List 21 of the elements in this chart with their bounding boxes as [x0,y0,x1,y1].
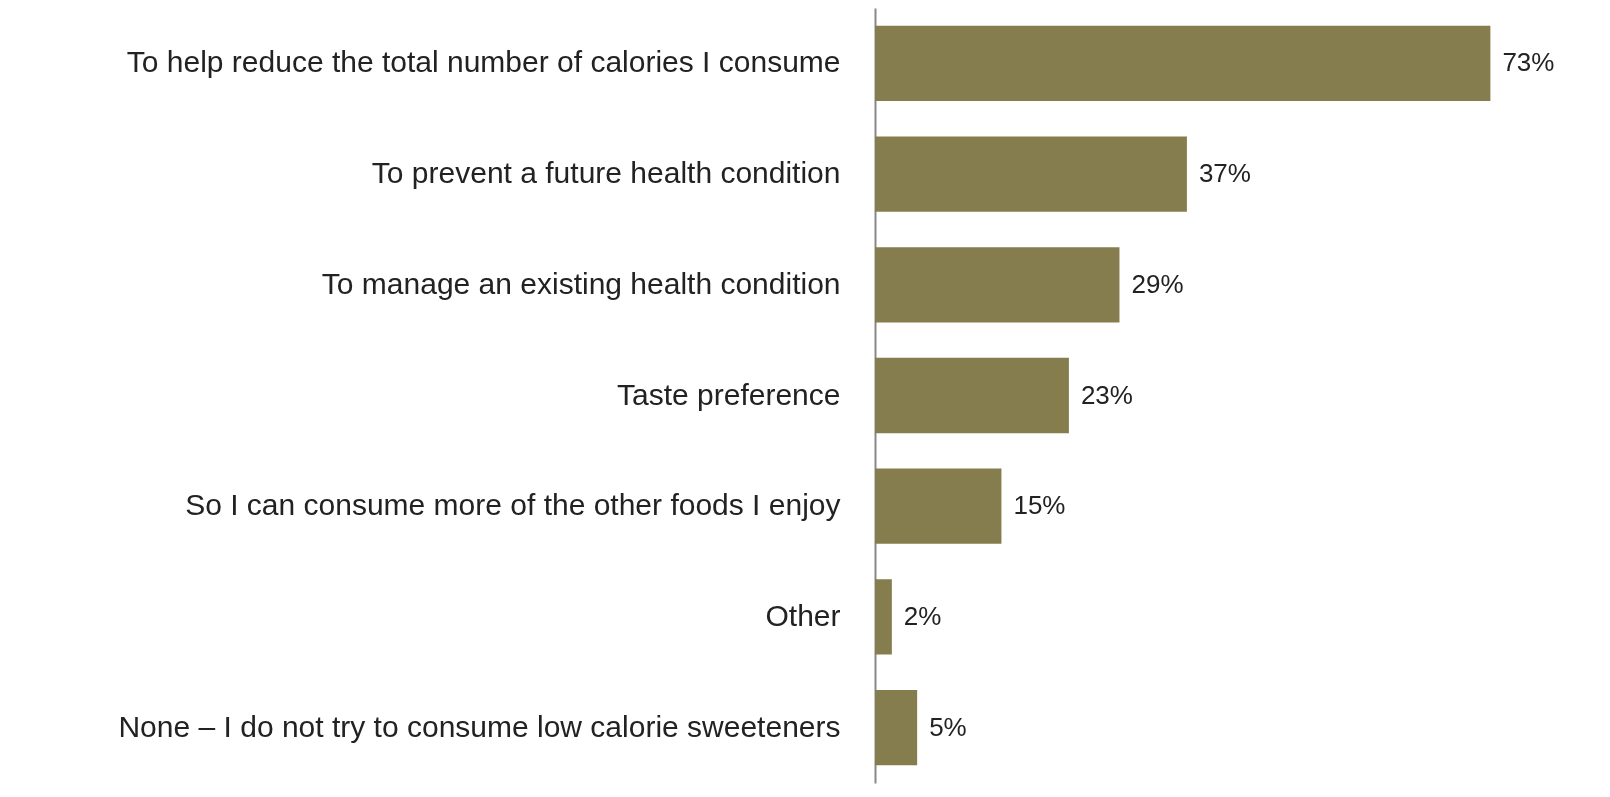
bar [875,136,1187,212]
y-tick-label: To prevent a future health condition [371,156,841,190]
bar [875,25,1491,101]
y-tick-label: To manage an existing health condition [321,266,841,300]
bar [875,247,1120,323]
y-tick-label: None – I do not try to consume low calorie sweeteners [118,709,841,743]
bar [875,468,1002,544]
data-label: 23% [1080,379,1133,410]
y-tick-label: Other [765,598,841,632]
y-tick-label: So I can consume more of the other foods I enjoy [185,488,841,522]
y-tick-label: Taste preference [617,377,841,411]
bar [875,357,1069,434]
bar [875,579,892,655]
bar [875,690,918,766]
data-label: 73% [1502,47,1555,78]
data-label: 15% [1013,490,1066,521]
data-label: 29% [1131,268,1184,299]
data-label: 37% [1198,158,1251,189]
y-tick-label: To help reduce the total number of calories I consume [126,45,841,79]
data-label: 2% [903,600,942,631]
data-label: 5% [929,711,967,742]
